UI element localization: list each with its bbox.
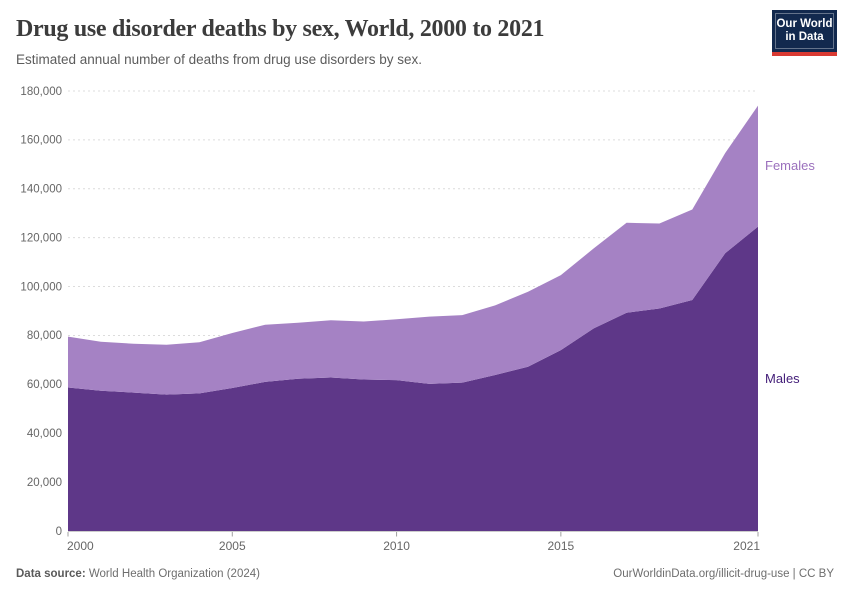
males-series-label: Males	[765, 371, 800, 386]
owid-logo-line2: in Data	[785, 31, 824, 43]
x-axis-label: 2000	[67, 539, 94, 553]
y-axis-label: 140,000	[20, 184, 62, 196]
x-axis-label: 2015	[548, 539, 575, 553]
data-source-value: World Health Organization (2024)	[88, 568, 260, 580]
y-axis-label: 40,000	[27, 428, 62, 440]
y-axis-label: 60,000	[27, 379, 62, 391]
chart-canvas: 0 20,000 40,000 60,000 80,000 100,000 120,000 1…	[20, 86, 815, 553]
owid-citation-link[interactable]: OurWorldinData.org/illicit-drug-use | CC…	[613, 568, 834, 580]
owid-logo[interactable]: Our World in Data	[772, 10, 837, 56]
y-axis-label: 100,000	[20, 281, 62, 293]
owid-logo-box: Our World in Data	[772, 10, 837, 52]
owid-logo-line1: Our World	[776, 17, 833, 30]
x-axis-label: 2005	[219, 539, 246, 553]
data-source-label: Data source:	[16, 568, 86, 580]
males-area	[68, 226, 758, 531]
y-axis-label: 20,000	[27, 477, 62, 489]
x-axis-label: 2021	[733, 539, 760, 553]
chart-title: Drug use disorder deaths by sex, World, …	[16, 16, 545, 42]
y-axis-label: 120,000	[20, 232, 62, 244]
y-axis-label: 0	[56, 526, 62, 538]
data-source: Data source: World Health Organization (…	[16, 568, 260, 580]
females-area	[68, 105, 758, 395]
y-axis-label: 80,000	[27, 330, 62, 342]
chart-subtitle: Estimated annual number of deaths from d…	[16, 52, 422, 67]
y-axis-label: 160,000	[20, 135, 62, 147]
owid-logo-red-bar	[772, 52, 837, 56]
females-series-label: Females	[765, 158, 815, 173]
y-axis-label: 180,000	[20, 86, 62, 98]
x-axis-label: 2010	[383, 539, 410, 553]
stacked-area-chart: 0 20,000 40,000 60,000 80,000 100,000 120,000 1…	[0, 80, 850, 555]
